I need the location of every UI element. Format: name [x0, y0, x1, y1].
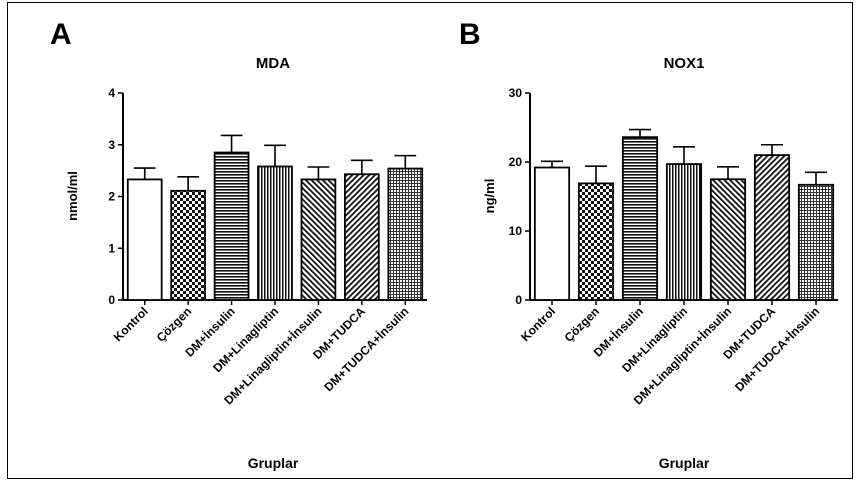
panel-a-error-bar-dm-tudca-insulin [394, 154, 417, 169]
panel-a-x-tick-label-cozgen: Çözgen [154, 304, 195, 345]
panel-a-bar-dm-tudca [344, 173, 380, 301]
panel-a-error-bar-dm-linagliptin [264, 144, 286, 167]
panel-b-bar-kontrol [533, 166, 571, 301]
panel-a-error-bar-dm-tudca [351, 159, 373, 175]
panel-a-bar-dm-linagliptin-insulin [300, 178, 337, 301]
panel-a-error-bar-dm-linagliptin-insulin [307, 166, 330, 180]
panel-a-bar-kontrol [126, 178, 163, 301]
panel-a-error-bar-dm-insulin [220, 134, 243, 153]
panel-a-y-tick-label: 3 [108, 138, 115, 152]
panel-b-error-bar-dm-tudca [761, 143, 783, 156]
panel-b-x-tick-label-dm-tudca-insulin: DM+TUDCA+İnsulin [731, 304, 822, 395]
panel-b-error-bar-dm-insulin [629, 128, 651, 138]
panel-b-bar-dm-insulin [621, 136, 659, 301]
panel-b-x-tick-label-kontrol: Kontrol [518, 304, 558, 344]
panel-b-bar-cozgen [577, 182, 615, 301]
panel-b-error-bar-cozgen [585, 165, 607, 184]
panel-a-x-tick-label-dm-tudca-insulin: DM+TUDCA+İnsulin [321, 304, 412, 395]
panel-a-y-tick-label: 0 [108, 293, 115, 307]
panel-b-bar-dm-linagliptin-insulin [709, 178, 747, 301]
panel-b-letter: B [459, 18, 481, 51]
panel-a-x-axis-label: Gruplar [248, 455, 299, 471]
panel-a-bar-dm-insulin [213, 151, 250, 301]
panel-a-title: MDA [256, 55, 290, 72]
panel-b-title: NOX1 [664, 55, 705, 72]
panel-a: A MDA nmol/ml Gruplar 0 1 2 3 4 Kontrol Çözgen… [50, 18, 427, 471]
panel-b-error-bar-dm-tudca-insulin [805, 171, 827, 185]
panel-a-bar-cozgen [170, 189, 206, 301]
panel-b-bar-dm-linagliptin [665, 163, 703, 301]
panel-a-letter: A [50, 18, 72, 51]
panel-a-y-tick-label: 4 [108, 86, 115, 100]
panel-b-x-axis-label: Gruplar [659, 455, 710, 471]
panel-a-y-axis-label: nmol/ml [65, 171, 80, 221]
panel-b: B NOX1 ng/ml Gruplar 0 10 20 30 Kontrol Çözge… [459, 18, 838, 471]
panel-b-y-tick-label: 20 [509, 155, 523, 169]
figure-frame [7, 2, 853, 479]
panel-b-error-bar-kontrol [541, 160, 563, 168]
panel-b-error-bar-dm-linagliptin [673, 146, 695, 165]
panel-b-x-tick-label-cozgen: Çözgen [562, 304, 603, 345]
panel-b-bar-dm-tudca-insulin [797, 183, 835, 301]
panel-a-y-tick-label: 2 [108, 190, 115, 204]
panel-a-x-tick-label-kontrol: Kontrol [111, 304, 151, 344]
panel-a-bar-dm-tudca-insulin [387, 167, 424, 301]
panel-b-bar-dm-tudca [753, 154, 791, 301]
panel-a-y-tick-label: 1 [108, 241, 115, 255]
panel-b-y-tick-label: 30 [509, 86, 523, 100]
panel-a-error-bar-kontrol [133, 167, 156, 180]
panel-a-bar-dm-linagliptin [257, 165, 293, 301]
panel-b-y-tick-label: 10 [509, 224, 523, 238]
panel-b-error-bar-dm-linagliptin-insulin [717, 166, 739, 180]
panel-b-y-tick-label: 0 [515, 293, 522, 307]
panel-a-error-bar-cozgen [177, 176, 199, 191]
panel-b-y-axis-label: ng/ml [482, 179, 497, 214]
